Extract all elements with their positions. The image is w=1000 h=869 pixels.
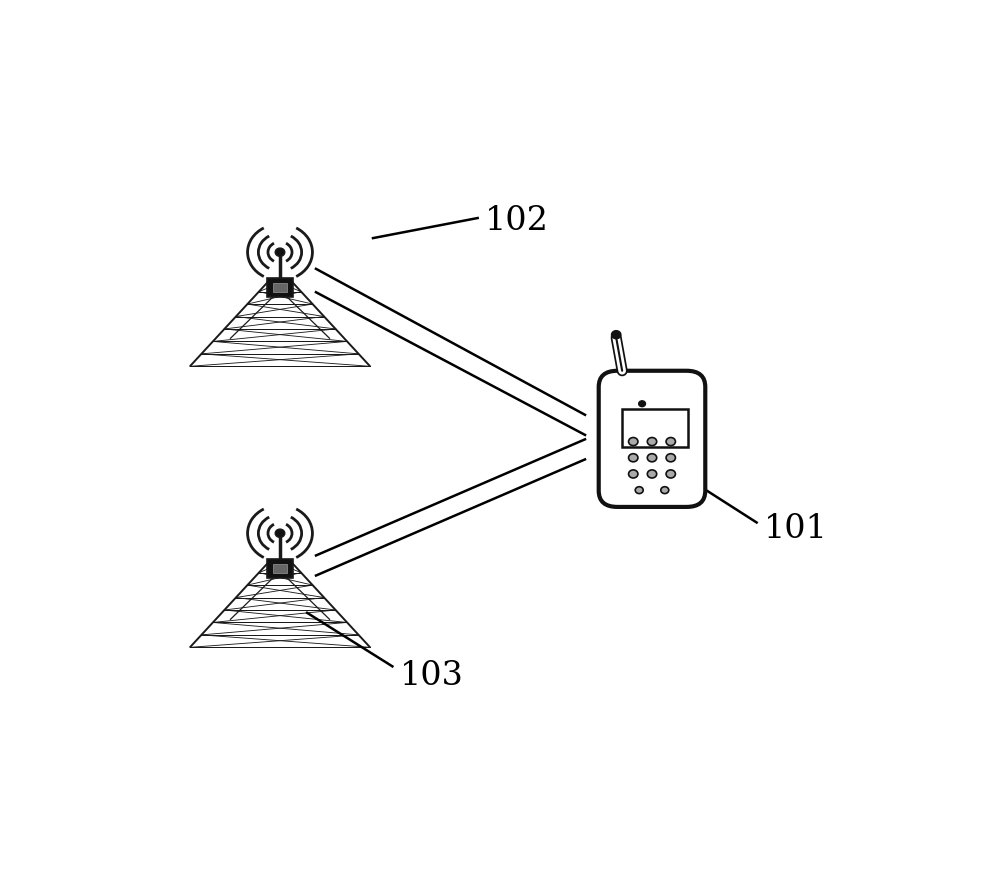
Bar	[273, 564, 287, 573]
Circle shape	[666, 470, 675, 478]
Circle shape	[666, 437, 675, 446]
Text: 101: 101	[764, 514, 828, 545]
Circle shape	[629, 470, 638, 478]
Circle shape	[612, 330, 621, 339]
Circle shape	[647, 470, 657, 478]
Bar	[267, 278, 293, 297]
Bar	[622, 409, 688, 447]
Circle shape	[635, 487, 643, 494]
Circle shape	[647, 454, 657, 461]
Circle shape	[666, 454, 675, 461]
FancyBboxPatch shape	[599, 371, 705, 507]
Text: 103: 103	[400, 660, 464, 693]
Circle shape	[275, 529, 285, 537]
Bar	[273, 283, 287, 292]
Circle shape	[647, 437, 657, 446]
Circle shape	[661, 487, 669, 494]
Circle shape	[629, 437, 638, 446]
Text: 102: 102	[485, 205, 549, 237]
Circle shape	[275, 248, 285, 256]
Circle shape	[639, 401, 645, 407]
Circle shape	[629, 454, 638, 461]
Bar	[267, 559, 293, 578]
